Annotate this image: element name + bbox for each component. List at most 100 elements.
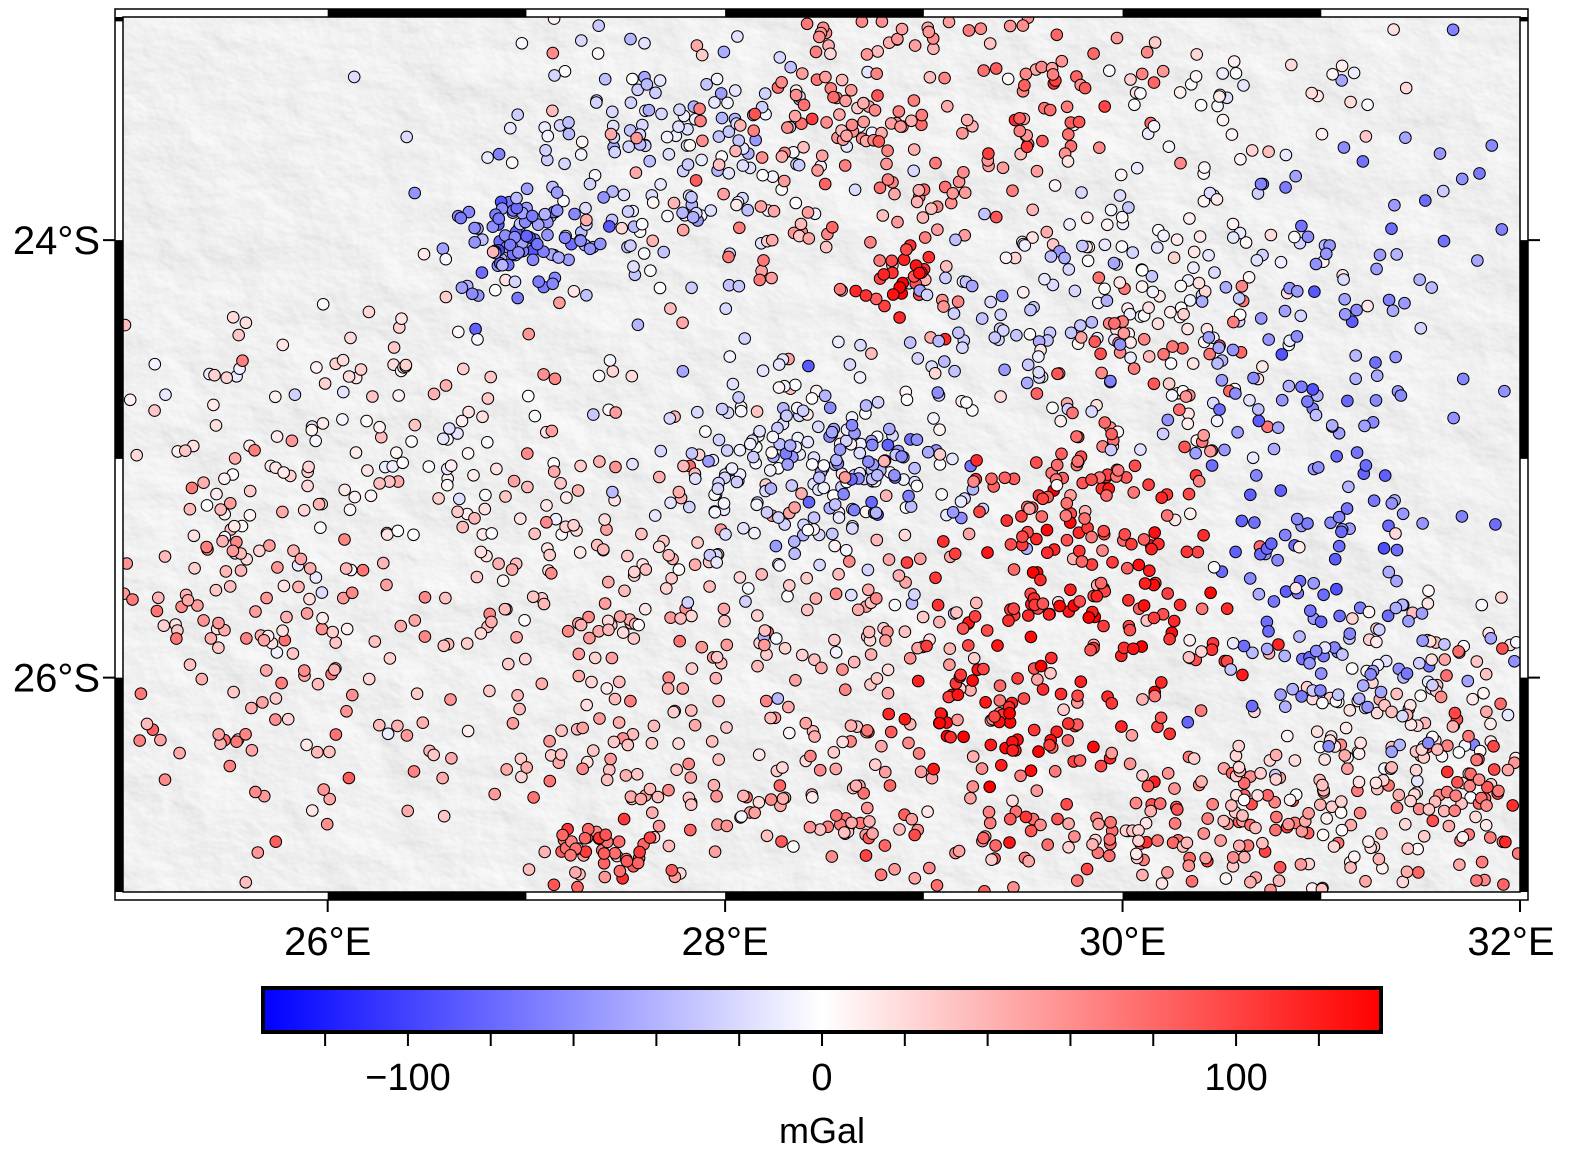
station-point	[1494, 697, 1507, 711]
station-point	[585, 675, 598, 689]
station-point	[943, 658, 956, 672]
station-point	[344, 331, 357, 345]
station-point	[1184, 507, 1197, 521]
station-point	[1271, 553, 1284, 567]
station-point	[511, 291, 525, 305]
station-point	[685, 447, 699, 460]
station-point	[840, 544, 853, 557]
station-point	[630, 768, 644, 781]
station-point	[1167, 614, 1181, 628]
station-point	[1105, 427, 1118, 441]
station-point	[1325, 419, 1339, 432]
station-point	[757, 254, 770, 267]
station-point	[317, 783, 331, 796]
station-point	[1007, 881, 1020, 892]
station-point	[1163, 632, 1176, 646]
station-point	[1396, 507, 1410, 521]
station-point	[1040, 225, 1054, 239]
station-point	[974, 22, 988, 36]
station-point	[339, 562, 353, 575]
station-point	[1375, 827, 1388, 840]
station-point	[1404, 794, 1417, 808]
station-point	[735, 810, 748, 823]
station-point	[422, 460, 436, 473]
station-point	[1314, 667, 1328, 680]
station-point	[1225, 799, 1238, 812]
station-point	[1232, 292, 1246, 305]
station-point	[521, 480, 534, 494]
station-point	[817, 459, 831, 472]
station-point	[562, 127, 576, 141]
station-point	[802, 359, 815, 373]
station-point	[1497, 878, 1510, 891]
station-point	[1026, 203, 1039, 217]
station-point	[328, 663, 341, 677]
station-point	[608, 145, 622, 159]
station-point	[1330, 450, 1343, 463]
station-point	[652, 819, 666, 833]
station-point	[1024, 764, 1038, 778]
station-point	[1148, 36, 1162, 49]
station-point	[1161, 866, 1174, 879]
station-point	[677, 459, 690, 473]
station-point	[475, 266, 489, 279]
station-point	[181, 594, 195, 607]
station-point	[609, 406, 623, 419]
station-point	[1385, 745, 1398, 759]
station-point	[612, 835, 626, 849]
station-point	[539, 144, 552, 157]
station-point	[506, 717, 520, 730]
station-point	[336, 413, 349, 426]
station-point	[765, 446, 779, 459]
station-point	[708, 506, 722, 519]
station-point	[1229, 545, 1242, 559]
station-point	[210, 487, 223, 501]
station-point	[1148, 526, 1161, 539]
station-point	[778, 174, 791, 188]
station-point	[1113, 338, 1127, 351]
station-point	[1094, 759, 1108, 773]
station-point	[1396, 709, 1409, 723]
station-point	[898, 528, 912, 542]
station-point	[607, 735, 621, 749]
station-point	[1283, 793, 1297, 807]
station-point	[183, 502, 197, 516]
station-point	[1421, 597, 1435, 610]
station-point	[187, 529, 201, 543]
station-point	[1392, 788, 1406, 802]
station-point	[785, 479, 799, 492]
station-point	[1151, 317, 1165, 331]
station-point	[587, 408, 600, 421]
station-point	[443, 422, 456, 435]
station-point	[383, 652, 397, 665]
station-point	[1275, 393, 1289, 407]
station-point	[602, 575, 615, 589]
station-point	[1338, 293, 1351, 306]
station-point	[1148, 689, 1162, 703]
station-point	[606, 105, 619, 119]
station-point	[613, 675, 626, 689]
station-point	[613, 864, 627, 878]
station-point	[605, 651, 619, 665]
station-point	[257, 634, 271, 647]
station-point	[561, 624, 575, 638]
station-point	[861, 724, 874, 737]
station-point	[256, 696, 269, 709]
station-point	[885, 254, 899, 268]
station-point	[784, 60, 798, 74]
station-point	[552, 251, 565, 264]
station-point	[316, 611, 329, 625]
station-point	[1343, 627, 1357, 641]
station-point	[1088, 335, 1102, 349]
station-point	[1390, 801, 1404, 815]
station-point	[681, 596, 695, 609]
station-point	[219, 565, 233, 578]
station-point	[606, 185, 619, 198]
station-point	[1225, 128, 1239, 141]
station-point	[598, 72, 612, 86]
station-point	[1455, 172, 1469, 186]
station-point	[967, 652, 981, 665]
station-point	[550, 204, 564, 217]
station-point	[578, 832, 592, 845]
station-point	[811, 164, 824, 177]
